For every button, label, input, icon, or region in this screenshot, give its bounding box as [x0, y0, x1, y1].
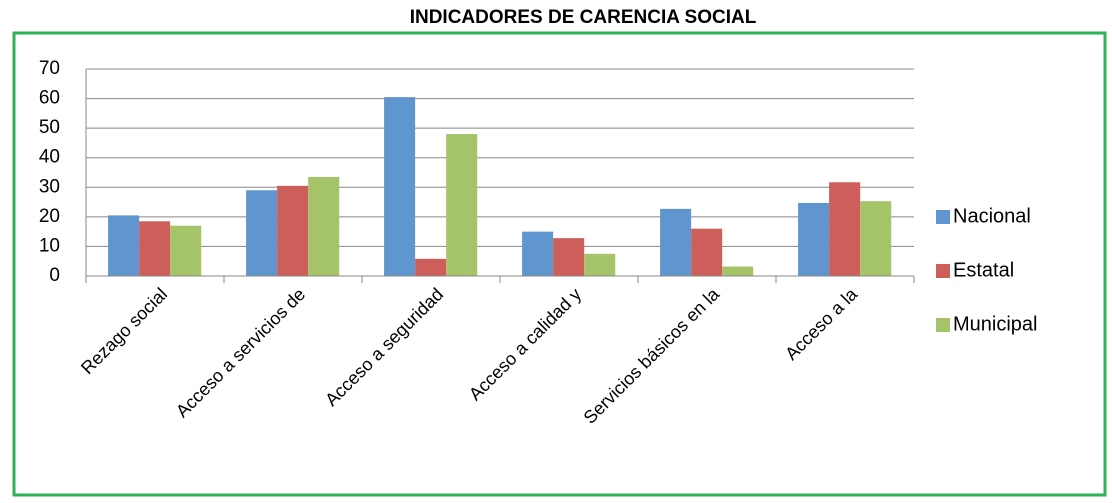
x-tick-label: Acceso a la	[781, 283, 862, 364]
y-tick-label: 30	[39, 176, 60, 197]
legend-swatch	[936, 264, 950, 278]
bar	[170, 225, 202, 276]
y-tick-label: 70	[39, 58, 60, 79]
bar	[798, 202, 830, 276]
x-tick-label: Acceso a seguridad	[321, 284, 447, 410]
y-tick-label: 10	[39, 235, 60, 256]
y-tick-label: 50	[39, 117, 60, 138]
bar	[829, 182, 861, 276]
y-tick-label: 60	[39, 88, 60, 109]
legend-swatch	[936, 210, 950, 224]
bar	[139, 221, 171, 276]
bar	[277, 185, 309, 276]
y-tick-label: 0	[49, 265, 60, 286]
chart-title: INDICADORES DE CARENCIA SOCIAL	[410, 7, 757, 28]
bar	[384, 97, 416, 276]
bar	[308, 176, 340, 276]
chart-frame	[12, 31, 1107, 497]
y-tick-label: 20	[39, 206, 60, 227]
bar	[691, 228, 723, 276]
x-tick-label: Acceso a calidad y	[465, 284, 585, 404]
bar	[584, 253, 616, 276]
bar	[522, 231, 554, 276]
x-tick-label: Servicios básicos en la	[580, 283, 724, 427]
x-tick-label: Acceso a servicios de	[172, 284, 309, 421]
bar	[446, 134, 478, 276]
bar	[553, 238, 585, 276]
legend-swatch	[936, 318, 950, 332]
bar	[722, 266, 754, 276]
bar	[108, 215, 140, 276]
bar	[246, 190, 278, 276]
bar	[415, 258, 447, 276]
legend-label: Nacional	[953, 205, 1031, 227]
y-tick-label: 40	[39, 147, 60, 168]
legend-label: Municipal	[953, 313, 1037, 335]
x-tick-label: Rezago social	[77, 284, 171, 378]
legend-label: Estatal	[953, 259, 1014, 281]
bar	[660, 208, 692, 276]
bar	[860, 201, 892, 276]
